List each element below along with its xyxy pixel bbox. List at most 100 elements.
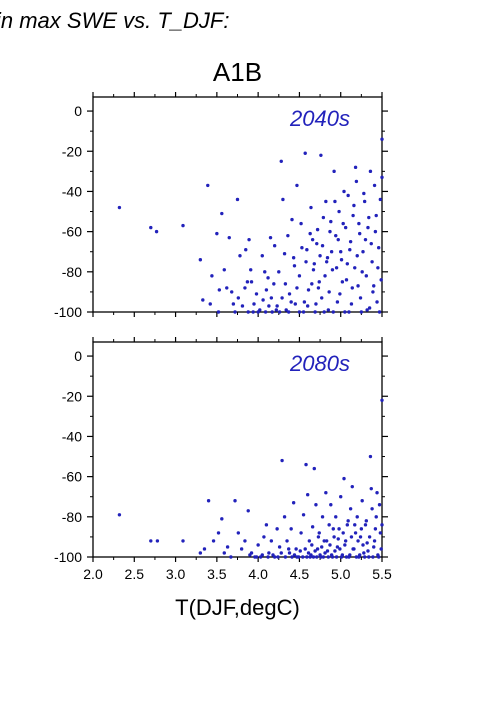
data-point	[305, 304, 310, 308]
y-tick-label: -20	[62, 143, 82, 159]
data-point	[351, 213, 355, 218]
y-tick-label: -60	[62, 224, 82, 240]
data-point	[239, 547, 244, 551]
data-point	[309, 205, 313, 210]
data-point	[334, 266, 339, 270]
y-tick-label: -40	[62, 428, 82, 444]
data-point	[332, 535, 336, 539]
data-point	[256, 543, 260, 547]
data-point	[280, 458, 284, 463]
data-point	[236, 531, 241, 535]
data-point	[279, 551, 283, 555]
data-point	[298, 549, 302, 553]
data-point	[264, 288, 269, 292]
y-tick-label: 0	[74, 348, 82, 364]
data-point	[375, 491, 379, 495]
data-point	[292, 264, 297, 268]
data-point	[348, 553, 352, 557]
data-point	[330, 268, 335, 272]
data-point	[117, 513, 122, 517]
data-point	[325, 549, 330, 553]
data-point	[374, 515, 378, 519]
data-point	[379, 278, 383, 282]
x-tick-label: 2.5	[125, 566, 145, 582]
data-point	[149, 539, 153, 543]
data-point	[154, 229, 159, 234]
data-point	[329, 553, 334, 557]
data-point	[362, 199, 367, 204]
data-point	[356, 284, 360, 288]
data-point	[282, 252, 287, 256]
data-point	[263, 270, 267, 274]
data-point	[312, 262, 316, 266]
y-tick-label: -40	[62, 183, 82, 199]
data-point	[337, 209, 341, 214]
data-point	[315, 241, 319, 246]
data-point	[310, 237, 315, 242]
data-point	[341, 531, 345, 535]
data-point	[294, 547, 298, 551]
data-point	[216, 531, 221, 535]
scenario-title: A1B	[212, 57, 263, 87]
data-point	[375, 300, 379, 304]
data-point	[210, 274, 214, 278]
data-point	[277, 310, 282, 314]
data-point	[270, 310, 274, 314]
data-point	[201, 298, 205, 302]
data-point	[345, 523, 350, 527]
data-point	[220, 211, 224, 216]
data-point	[303, 547, 307, 551]
data-point	[303, 151, 307, 155]
data-point	[285, 539, 289, 543]
data-point	[358, 296, 363, 300]
data-point	[323, 274, 327, 278]
data-point	[358, 553, 362, 557]
x-tick-label: 2.0	[83, 566, 103, 582]
data-point	[320, 243, 325, 248]
data-point	[272, 282, 276, 286]
data-point	[324, 491, 328, 495]
data-point	[343, 225, 348, 230]
data-point	[344, 555, 349, 559]
data-point	[230, 290, 234, 294]
data-point	[310, 543, 314, 547]
data-point	[324, 199, 328, 204]
data-point	[372, 284, 376, 288]
data-point	[315, 227, 320, 232]
data-point	[329, 503, 333, 507]
data-point	[367, 535, 372, 539]
data-point	[231, 302, 236, 306]
data-point	[365, 541, 369, 545]
data-point	[354, 179, 359, 184]
data-point	[341, 221, 345, 226]
data-point	[286, 310, 291, 314]
data-point	[308, 231, 312, 236]
data-point	[206, 183, 210, 188]
data-point	[251, 310, 255, 314]
data-point	[249, 268, 253, 272]
x-tick-label: 5.0	[331, 566, 351, 582]
data-point	[281, 197, 285, 202]
data-point	[376, 553, 380, 557]
data-point	[290, 217, 294, 222]
data-point	[317, 280, 321, 284]
data-point	[310, 282, 314, 286]
data-point	[326, 308, 331, 312]
data-point	[334, 233, 338, 238]
data-point	[243, 286, 247, 290]
data-point	[233, 310, 237, 314]
data-point	[216, 310, 221, 314]
data-point	[229, 555, 233, 559]
data-point	[240, 304, 245, 308]
x-axis-label: T(DJF,degC)	[175, 595, 300, 620]
data-point	[306, 288, 311, 292]
data-point	[299, 531, 303, 535]
data-point	[181, 223, 185, 228]
data-point	[269, 296, 274, 300]
data-point	[380, 398, 384, 402]
data-point	[308, 555, 312, 559]
data-point	[238, 254, 242, 258]
data-point	[343, 310, 347, 314]
data-point	[353, 165, 358, 170]
